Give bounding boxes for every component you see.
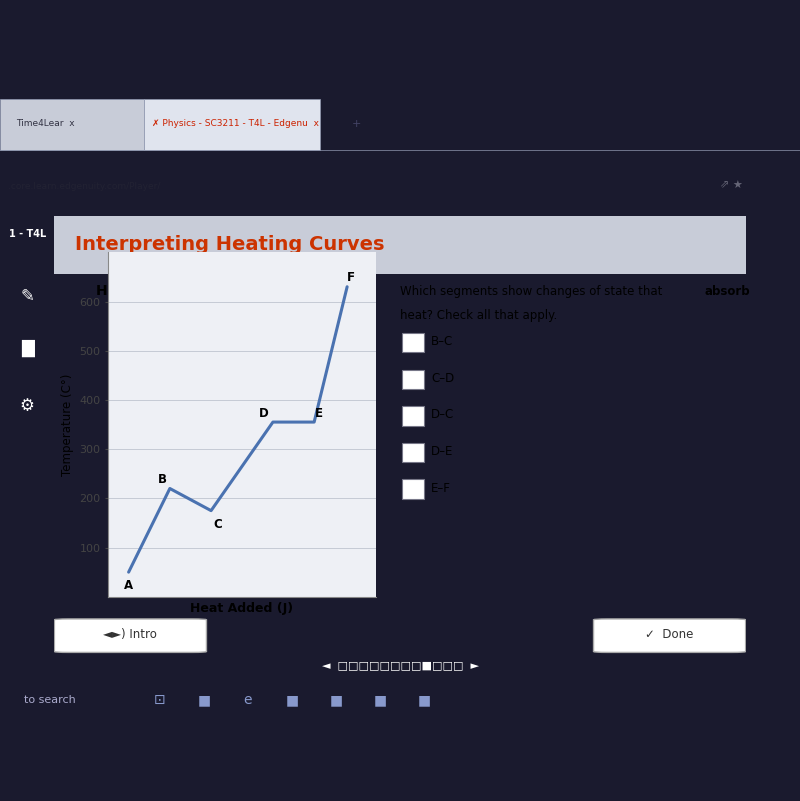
Text: ◄►) Intro: ◄►) Intro [103,628,158,642]
Text: ⚙: ⚙ [20,396,34,415]
Text: ✎: ✎ [20,287,34,304]
Text: E–F: E–F [431,481,451,494]
Text: ✗ Physics - SC3211 - T4L - Edgenu  x: ✗ Physics - SC3211 - T4L - Edgenu x [152,119,319,128]
FancyBboxPatch shape [402,406,424,425]
Text: D–E: D–E [431,445,454,458]
X-axis label: Heat Added (J): Heat Added (J) [190,602,294,615]
Text: +: + [352,119,362,129]
Text: ⇗ ★: ⇗ ★ [720,181,743,191]
Text: ✓  Done: ✓ Done [646,628,694,642]
Text: 1 - T4L: 1 - T4L [9,229,46,239]
FancyBboxPatch shape [402,443,424,462]
Bar [54,216,746,274]
Text: F: F [347,272,355,284]
Text: E: E [315,407,323,420]
Text: to search: to search [24,695,76,705]
Text: B–C: B–C [431,336,454,348]
Text: heat? Check all that apply.: heat? Check all that apply. [400,309,558,322]
Text: Interpreting Heating Curves: Interpreting Heating Curves [75,235,385,255]
Text: absorb: absorb [705,284,750,298]
Text: █: █ [21,340,34,357]
FancyBboxPatch shape [402,333,424,352]
Text: A: A [124,579,133,593]
Text: ⊡: ⊡ [154,693,166,707]
Text: ■: ■ [374,693,386,707]
FancyBboxPatch shape [0,99,144,151]
Text: D–C: D–C [431,409,454,421]
Text: ■: ■ [330,693,342,707]
Text: ■: ■ [286,693,298,707]
Text: Time4Lear  x: Time4Lear x [16,119,74,128]
FancyBboxPatch shape [402,479,424,499]
Text: C: C [213,518,222,531]
Text: Which segments show changes of state that: Which segments show changes of state tha… [400,284,666,298]
FancyBboxPatch shape [144,99,320,151]
Text: B: B [158,473,167,486]
FancyBboxPatch shape [54,619,206,652]
Text: .core.learn.edgenuity.com/Player/: .core.learn.edgenuity.com/Player/ [8,182,160,191]
Text: D: D [259,407,269,420]
Text: C–D: C–D [431,372,454,385]
FancyBboxPatch shape [402,369,424,389]
Text: ■: ■ [198,693,210,707]
Y-axis label: Temperature (C°): Temperature (C°) [61,373,74,476]
Text: e: e [244,693,252,707]
Text: ■: ■ [418,693,430,707]
Text: Heating Curve of Substance A: Heating Curve of Substance A [96,284,330,298]
Text: ◄  □□□□□□□□■□□□  ►: ◄ □□□□□□□□■□□□ ► [322,660,478,670]
FancyBboxPatch shape [594,619,746,652]
